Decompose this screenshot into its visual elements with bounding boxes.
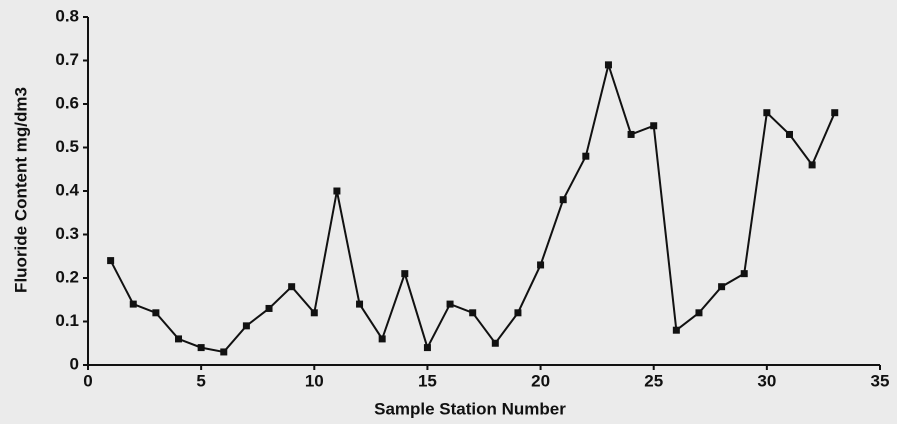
data-point — [446, 300, 454, 308]
data-point — [152, 309, 160, 317]
data-point — [401, 270, 409, 278]
data-point — [808, 161, 816, 169]
y-tick-label: 0.5 — [55, 137, 79, 156]
data-point — [785, 130, 793, 138]
data-point — [333, 187, 341, 195]
data-point — [491, 339, 499, 347]
data-point — [718, 283, 726, 291]
data-point — [650, 122, 658, 130]
y-axis-title: Fluoride Content mg/dm3 — [11, 87, 30, 293]
data-point — [763, 109, 771, 117]
data-point — [604, 61, 612, 69]
y-tick-label: 0 — [70, 354, 79, 373]
x-tick-label: 30 — [757, 371, 776, 390]
y-tick-label: 0.2 — [55, 267, 79, 286]
data-point — [469, 309, 477, 317]
x-tick-label: 5 — [196, 371, 205, 390]
data-point — [740, 270, 748, 278]
x-tick-label: 0 — [83, 371, 92, 390]
data-point — [559, 196, 567, 204]
y-tick-label: 0.4 — [55, 180, 79, 199]
x-tick-label: 15 — [418, 371, 437, 390]
data-point — [672, 326, 680, 334]
x-tick-label: 10 — [305, 371, 324, 390]
data-point — [356, 300, 364, 308]
data-point — [514, 309, 522, 317]
data-point — [175, 335, 183, 343]
data-point — [265, 304, 273, 312]
data-point — [831, 109, 839, 117]
x-tick-label: 35 — [871, 371, 890, 390]
data-point — [627, 130, 635, 138]
data-point — [197, 344, 205, 352]
y-tick-label: 0.1 — [55, 311, 79, 330]
data-point — [310, 309, 318, 317]
y-tick-label: 0.6 — [55, 93, 79, 112]
y-tick-label: 0.8 — [55, 6, 79, 25]
data-point — [378, 335, 386, 343]
x-tick-label: 25 — [644, 371, 663, 390]
data-point — [695, 309, 703, 317]
x-tick-label: 20 — [531, 371, 550, 390]
y-tick-label: 0.3 — [55, 224, 79, 243]
data-point — [107, 257, 115, 265]
data-point — [537, 261, 545, 269]
data-point — [220, 348, 228, 356]
x-axis-title: Sample Station Number — [374, 399, 566, 418]
y-tick-label: 0.7 — [55, 50, 79, 69]
data-point — [582, 152, 590, 160]
data-point — [129, 300, 137, 308]
data-point — [242, 322, 250, 330]
data-point — [423, 344, 431, 352]
data-point — [288, 283, 296, 291]
